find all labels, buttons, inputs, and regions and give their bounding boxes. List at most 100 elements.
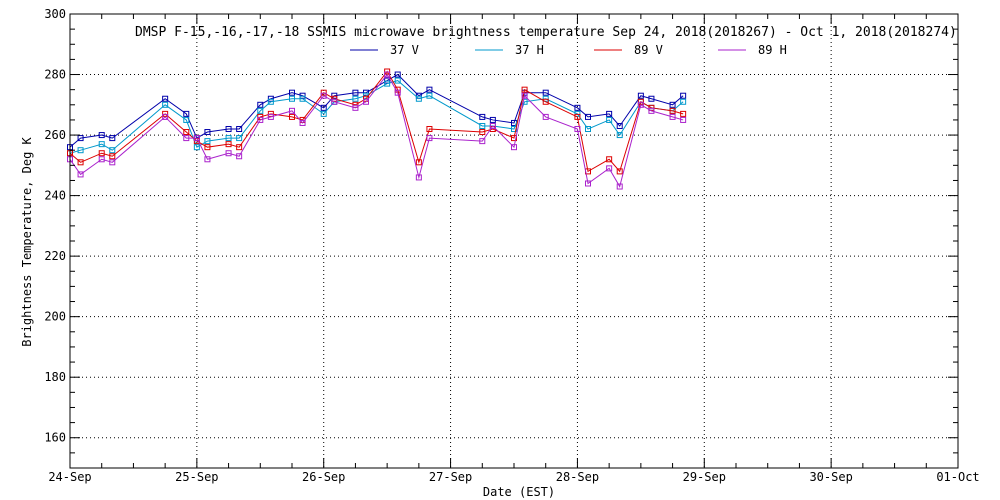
series-37-v xyxy=(67,71,687,151)
grid-layer xyxy=(70,14,958,468)
data-point xyxy=(289,113,295,120)
data-point xyxy=(521,92,528,99)
x-tick-label: 24-Sep xyxy=(48,470,91,484)
data-point xyxy=(511,144,517,151)
y-tick-label: 280 xyxy=(44,68,66,82)
data-point xyxy=(352,95,359,102)
data-point xyxy=(616,168,623,175)
data-point xyxy=(542,113,549,120)
data-point xyxy=(585,126,591,133)
data-point xyxy=(98,150,105,157)
data-point xyxy=(648,107,655,114)
data-point xyxy=(352,89,359,96)
data-point xyxy=(257,107,264,114)
data-point xyxy=(606,156,613,163)
data-point xyxy=(585,180,591,187)
data-point xyxy=(109,135,116,142)
data-point xyxy=(394,77,401,84)
data-point xyxy=(384,80,391,87)
legend-label: 89 H xyxy=(758,43,787,57)
legend-label: 37 V xyxy=(390,43,419,57)
data-point xyxy=(109,153,116,160)
data-point xyxy=(109,147,116,154)
x-tick-label: 25-Sep xyxy=(175,470,218,484)
data-point xyxy=(511,126,517,133)
data-point xyxy=(606,165,613,172)
series-89-h xyxy=(67,71,687,190)
data-point xyxy=(183,129,190,136)
data-point xyxy=(320,92,327,99)
y-tick-label: 240 xyxy=(44,189,66,203)
data-point xyxy=(320,104,327,111)
data-point xyxy=(109,159,116,166)
data-point xyxy=(289,95,295,102)
chart-title: DMSP F-15,-16,-17,-18 SSMIS microwave br… xyxy=(135,25,957,40)
x-axis-label: Date (EST) xyxy=(483,485,555,499)
data-point xyxy=(489,122,496,129)
series-37-h xyxy=(67,77,687,157)
data-point xyxy=(204,144,211,151)
data-point xyxy=(680,98,687,105)
plot-frame xyxy=(69,13,959,469)
data-point xyxy=(669,113,676,120)
legend-item: 89 H xyxy=(718,43,787,57)
data-point xyxy=(680,110,687,117)
data-point xyxy=(162,113,169,120)
data-point xyxy=(77,135,84,142)
data-point xyxy=(574,126,581,133)
data-point xyxy=(521,86,528,93)
data-point xyxy=(225,135,232,142)
y-tick-label: 260 xyxy=(44,128,66,142)
data-point xyxy=(267,98,274,105)
data-point xyxy=(384,77,391,84)
data-point xyxy=(299,95,306,102)
tick-layer: 24-Sep 25-Sep 26-Sep 27-Sep 28-Sep 29-Sep 30-S… xyxy=(44,7,979,484)
legend-label: 37 H xyxy=(515,43,544,57)
data-point xyxy=(394,71,401,78)
x-tick-label: 28-Sep xyxy=(556,470,599,484)
data-point xyxy=(637,92,644,99)
data-point xyxy=(267,110,274,117)
data-point xyxy=(204,129,211,136)
x-tick-label: 26-Sep xyxy=(302,470,345,484)
data-point xyxy=(162,101,169,108)
data-point xyxy=(183,110,190,117)
legend: 37 V 37 H 89 V 89 H xyxy=(350,43,787,57)
series-line xyxy=(69,73,684,188)
data-point xyxy=(352,104,359,111)
y-tick-label: 200 xyxy=(44,310,66,324)
data-point xyxy=(415,174,422,181)
data-point xyxy=(267,113,274,120)
data-point xyxy=(479,138,486,145)
data-point xyxy=(542,89,549,96)
legend-item: 89 V xyxy=(594,43,663,57)
series-layer xyxy=(67,68,687,190)
data-point xyxy=(331,98,338,105)
data-point xyxy=(77,147,84,154)
data-point xyxy=(479,122,486,129)
data-point xyxy=(98,141,105,148)
data-point xyxy=(183,135,190,142)
data-point xyxy=(616,122,623,129)
data-point xyxy=(204,156,211,163)
data-point xyxy=(489,116,496,123)
y-tick-label: 160 xyxy=(44,431,66,445)
data-point xyxy=(267,95,274,102)
data-point xyxy=(225,141,232,148)
data-point xyxy=(616,183,623,190)
data-point xyxy=(257,101,264,108)
data-point xyxy=(77,159,84,166)
data-point xyxy=(236,153,243,160)
data-point xyxy=(669,101,676,108)
data-point xyxy=(225,126,232,133)
data-point xyxy=(183,116,190,123)
data-point xyxy=(542,98,549,105)
data-point xyxy=(384,71,391,78)
y-tick-label: 300 xyxy=(44,7,66,21)
data-point xyxy=(193,144,200,151)
data-point xyxy=(606,116,613,123)
data-point xyxy=(236,135,243,142)
y-tick-label: 180 xyxy=(44,370,66,384)
